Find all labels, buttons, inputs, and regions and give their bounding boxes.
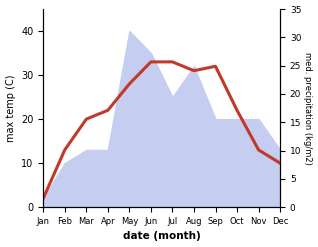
Y-axis label: med. precipitation (kg/m2): med. precipitation (kg/m2) <box>303 52 313 165</box>
X-axis label: date (month): date (month) <box>123 231 201 242</box>
Y-axis label: max temp (C): max temp (C) <box>5 74 16 142</box>
